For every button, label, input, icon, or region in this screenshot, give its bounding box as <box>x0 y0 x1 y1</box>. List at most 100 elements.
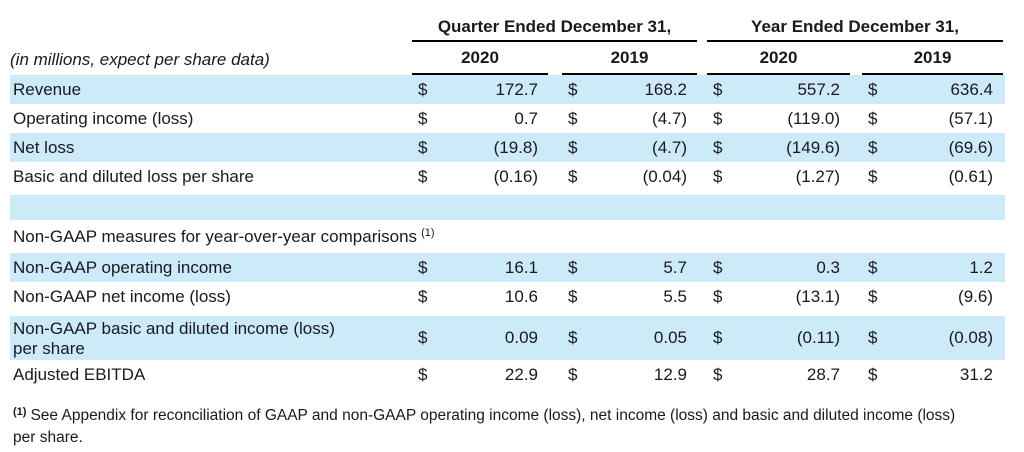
value-text: 22.9 <box>504 364 538 384</box>
value-text: (4.7) <box>652 108 687 128</box>
value-cell: $172.7 <box>412 75 548 104</box>
currency-symbol: $ <box>713 166 723 186</box>
currency-symbol: $ <box>713 364 723 384</box>
table-row: Operating income (loss) $0.7 $ (4.7) $ (119.0… <box>10 104 1005 133</box>
value-text: (69.6) <box>948 137 993 157</box>
value-cell: $31.2 <box>862 360 1003 389</box>
currency-symbol: $ <box>868 79 878 99</box>
value-cell: $ (69.6) <box>862 133 1003 162</box>
row-label: Adjusted EBITDA <box>13 364 146 384</box>
section-heading-row: Non-GAAP measures for year-over-year com… <box>10 220 1005 253</box>
currency-symbol: $ <box>418 286 428 306</box>
value-cell: $ (57.1) <box>862 104 1003 133</box>
value-text: (9.6) <box>958 286 993 306</box>
value-text: (119.0) <box>787 108 840 128</box>
units-note: (in millions, expect per share data) <box>10 50 270 69</box>
footnote-reference: (1) <box>421 226 435 239</box>
currency-symbol: $ <box>418 364 428 384</box>
currency-symbol: $ <box>568 108 578 128</box>
value-text: 0.09 <box>504 328 538 347</box>
value-cell: $ (4.7) <box>562 133 697 162</box>
currency-symbol: $ <box>418 137 428 157</box>
year-header-y2019: 2019 <box>862 42 1003 75</box>
row-label: Operating income (loss) <box>13 108 194 128</box>
value-text: 12.9 <box>653 364 687 384</box>
row-label: Non-GAAP operating income <box>13 257 232 277</box>
table-row: Non-GAAP basic and diluted income (loss)… <box>10 316 1005 360</box>
col-group-year-ended: Year Ended December 31, <box>707 17 1003 42</box>
table-row: Non-GAAP operating income $16.1 $5.7 $0.3 $1… <box>10 253 1005 282</box>
currency-symbol: $ <box>713 286 723 306</box>
footnote: (1) See Appendix for reconciliation of GA… <box>10 401 960 449</box>
value-cell: $1.2 <box>862 253 1003 282</box>
value-text: 0.7 <box>514 108 538 128</box>
table-row: Net loss $ (19.8) $ (4.7) $ (149.6) $ (69.6) <box>10 133 1005 162</box>
value-text: 0.3 <box>816 257 840 277</box>
value-cell: $5.7 <box>562 253 697 282</box>
row-label: Non-GAAP net income (loss) <box>13 286 231 306</box>
value-cell: $557.2 <box>707 75 850 104</box>
value-text: (4.7) <box>652 137 687 157</box>
row-label: Non-GAAP basic and diluted income (loss)… <box>13 319 335 358</box>
value-text: 0.05 <box>653 328 687 347</box>
spacer-row <box>10 195 1005 220</box>
value-cell: $ (13.1) <box>707 282 850 311</box>
value-cell: $0.3 <box>707 253 850 282</box>
value-cell: $ (9.6) <box>862 282 1003 311</box>
table-header-years: (in millions, expect per share data) 202… <box>10 42 1005 75</box>
value-cell: $ (0.08) <box>862 316 1003 360</box>
value-cell: $ (119.0) <box>707 104 850 133</box>
value-cell: $10.6 <box>412 282 548 311</box>
currency-symbol: $ <box>713 257 723 277</box>
table-row: Adjusted EBITDA $22.9 $12.9 $28.7 $31.2 <box>10 360 1005 389</box>
value-text: 5.7 <box>663 257 687 277</box>
value-text: (0.04) <box>642 166 687 186</box>
value-cell: $ (0.04) <box>562 162 697 191</box>
value-text: (0.08) <box>948 328 993 347</box>
value-text: 172.7 <box>495 79 538 99</box>
row-label: Basic and diluted loss per share <box>13 166 254 186</box>
value-cell: $0.05 <box>562 316 697 360</box>
currency-symbol: $ <box>418 328 428 347</box>
currency-symbol: $ <box>568 166 578 186</box>
value-text: (0.16) <box>493 166 538 186</box>
value-cell: $ (0.61) <box>862 162 1003 191</box>
value-text: (13.1) <box>795 286 840 306</box>
value-cell: $16.1 <box>412 253 548 282</box>
value-text: (57.1) <box>948 108 993 128</box>
value-cell: $22.9 <box>412 360 548 389</box>
value-text: (1.27) <box>795 166 840 186</box>
currency-symbol: $ <box>868 328 878 347</box>
value-cell: $0.09 <box>412 316 548 360</box>
table-row: Revenue $172.7 $168.2 $557.2 $636.4 <box>10 75 1005 104</box>
value-text: 10.6 <box>504 286 538 306</box>
currency-symbol: $ <box>418 166 428 186</box>
value-cell: $12.9 <box>562 360 697 389</box>
currency-symbol: $ <box>713 108 723 128</box>
value-cell: $ (0.11) <box>707 316 850 360</box>
value-cell: $5.5 <box>562 282 697 311</box>
currency-symbol: $ <box>418 257 428 277</box>
value-cell: $0.7 <box>412 104 548 133</box>
footnote-marker: (1) <box>13 406 27 418</box>
table-row: Basic and diluted loss per share $ (0.16) $… <box>10 162 1005 191</box>
section-heading-label: Non-GAAP measures for year-over-year com… <box>13 226 435 246</box>
table-row: Non-GAAP net income (loss) $10.6 $5.5 $ (13.… <box>10 282 1005 311</box>
value-text: 168.2 <box>644 79 687 99</box>
year-header-y2020: 2020 <box>707 42 850 75</box>
col-group-quarter-ended: Quarter Ended December 31, <box>412 17 697 42</box>
value-cell: $ (1.27) <box>707 162 850 191</box>
financial-summary-table: Quarter Ended December 31, Year Ended De… <box>10 12 1005 389</box>
currency-symbol: $ <box>868 166 878 186</box>
year-header-q2020: 2020 <box>412 42 548 75</box>
currency-symbol: $ <box>868 286 878 306</box>
value-text: (19.8) <box>493 137 538 157</box>
value-text: 557.2 <box>797 79 840 99</box>
currency-symbol: $ <box>868 364 878 384</box>
currency-symbol: $ <box>868 137 878 157</box>
currency-symbol: $ <box>868 108 878 128</box>
currency-symbol: $ <box>568 364 578 384</box>
value-text: 5.5 <box>663 286 687 306</box>
currency-symbol: $ <box>568 286 578 306</box>
